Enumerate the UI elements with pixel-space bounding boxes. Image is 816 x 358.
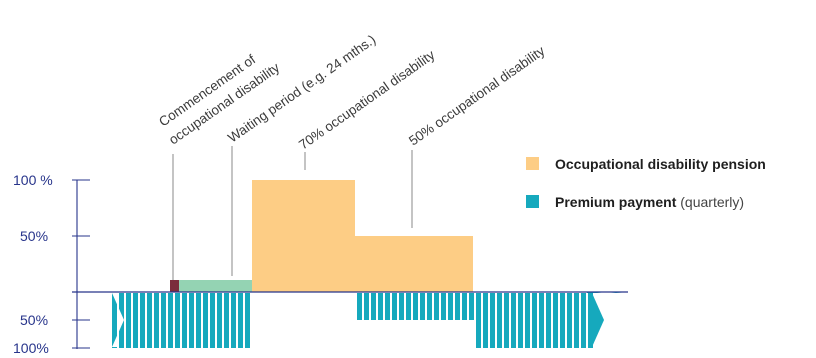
premium-bar-1-10 bbox=[175, 293, 180, 348]
premium-bar-3-41 bbox=[497, 293, 502, 348]
premium-bar-3-45 bbox=[525, 293, 530, 348]
premium-bar-2-37 bbox=[469, 293, 474, 320]
premium-bar-1-14 bbox=[203, 293, 208, 348]
premium-bar-1-15 bbox=[210, 293, 215, 348]
y-label-upper-50: 50% bbox=[20, 228, 48, 244]
y-axis-ticks bbox=[72, 179, 90, 349]
legend-premium-note: (quarterly) bbox=[680, 194, 745, 210]
premium-bar-3-38 bbox=[476, 293, 481, 348]
premium-bar-3-50 bbox=[560, 293, 565, 348]
premium-bar-2-22 bbox=[364, 293, 369, 320]
pension-bar-1 bbox=[252, 180, 355, 292]
legend-pension-swatch bbox=[526, 157, 539, 170]
premium-bar-1-12 bbox=[189, 293, 194, 348]
premium-bar-3-54 bbox=[588, 293, 593, 348]
premium-bar-3-42 bbox=[504, 293, 509, 348]
premium-bar-1-17 bbox=[224, 293, 229, 348]
premium-bar-3-48 bbox=[546, 293, 551, 348]
premium-bar-1-1 bbox=[112, 293, 117, 348]
chart-shapes bbox=[170, 180, 473, 292]
premium-bar-2-21 bbox=[357, 293, 362, 320]
premium-bar-2-32 bbox=[434, 293, 439, 320]
premium-bar-3-40 bbox=[490, 293, 495, 348]
premium-bar-3-47 bbox=[539, 293, 544, 348]
premium-bar-1-18 bbox=[231, 293, 236, 348]
legend-premium: Premium payment (quarterly) bbox=[526, 194, 744, 210]
premium-bar-3-44 bbox=[518, 293, 523, 348]
premium-bar-2-34 bbox=[448, 293, 453, 320]
premium-end-arrow bbox=[592, 293, 604, 347]
premium-bar-3-43 bbox=[511, 293, 516, 348]
premium-bar-2-28 bbox=[406, 293, 411, 320]
y-label-upper-100: 100 % bbox=[13, 172, 53, 188]
waiting-period-bar bbox=[179, 280, 252, 292]
premium-bar-2-31 bbox=[427, 293, 432, 320]
premium-bar-2-27 bbox=[399, 293, 404, 320]
premium-bar-3-53 bbox=[581, 293, 586, 348]
pension-bar-2 bbox=[355, 236, 473, 292]
y-label-lower-50: 50% bbox=[20, 312, 48, 328]
premium-bar-1-13 bbox=[196, 293, 201, 348]
premium-bar-3-51 bbox=[567, 293, 572, 348]
premium-bar-2-29 bbox=[413, 293, 418, 320]
premium-start-notch bbox=[112, 293, 124, 347]
premium-payment-bars bbox=[112, 292, 628, 348]
premium-bar-1-11 bbox=[182, 293, 187, 348]
commencement-marker bbox=[170, 280, 179, 292]
premium-bar-1-7 bbox=[154, 293, 159, 348]
premium-bar-2-36 bbox=[462, 293, 467, 320]
premium-bar-1-9 bbox=[168, 293, 173, 348]
premium-bar-2-24 bbox=[378, 293, 383, 320]
annotation-leader-lines bbox=[172, 146, 413, 280]
legend-pension: Occupational disability pension bbox=[526, 156, 766, 172]
premium-bar-3-39 bbox=[483, 293, 488, 348]
premium-bar-2-30 bbox=[420, 293, 425, 320]
premium-bar-3-52 bbox=[574, 293, 579, 348]
y-label-lower-100: 100% bbox=[13, 340, 49, 356]
premium-bar-2-26 bbox=[392, 293, 397, 320]
premium-bar-2-23 bbox=[371, 293, 376, 320]
premium-bar-1-20 bbox=[245, 293, 250, 348]
premium-bar-1-4 bbox=[133, 293, 138, 348]
premium-bar-2-35 bbox=[455, 293, 460, 320]
premium-bar-1-3 bbox=[126, 293, 131, 348]
premium-bar-1-6 bbox=[147, 293, 152, 348]
premium-bar-2-33 bbox=[441, 293, 446, 320]
legend-premium-swatch bbox=[526, 195, 539, 208]
premium-bar-3-46 bbox=[532, 293, 537, 348]
premium-bar-1-5 bbox=[140, 293, 145, 348]
legend-premium-label: Premium payment bbox=[555, 194, 677, 210]
premium-bar-1-19 bbox=[238, 293, 243, 348]
premium-bar-1-16 bbox=[217, 293, 222, 348]
premium-bar-1-8 bbox=[161, 293, 166, 348]
premium-bar-2-25 bbox=[385, 293, 390, 320]
premium-bar-3-49 bbox=[553, 293, 558, 348]
legend-pension-label: Occupational disability pension bbox=[555, 156, 766, 172]
